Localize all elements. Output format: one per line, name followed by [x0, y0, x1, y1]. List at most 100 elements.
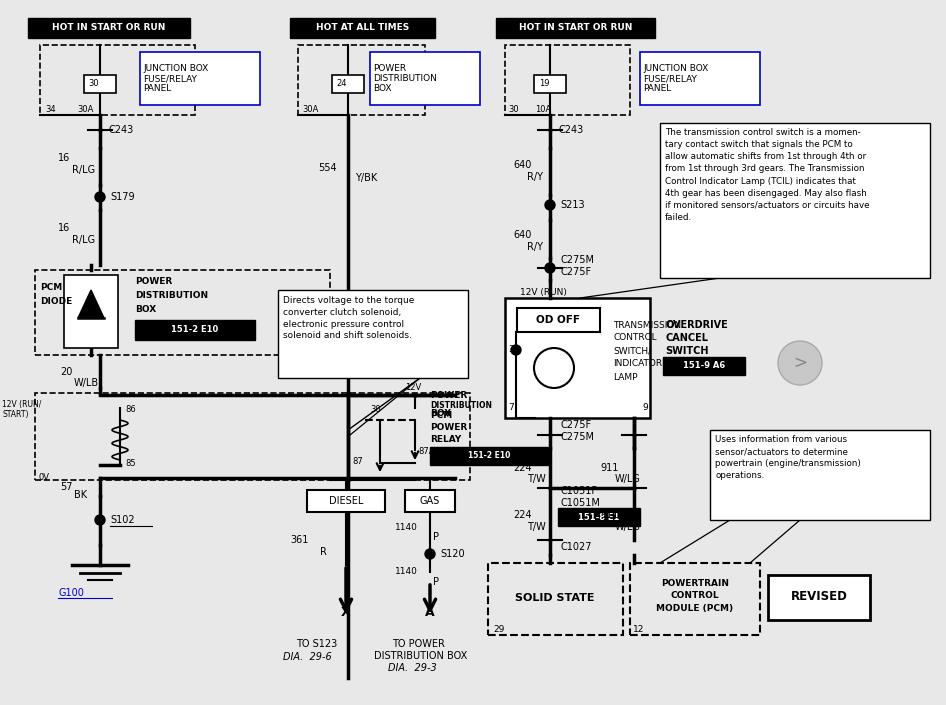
Text: POWER
DISTRIBUTION
BOX: POWER DISTRIBUTION BOX — [373, 63, 437, 93]
Text: DISTRIBUTION: DISTRIBUTION — [430, 400, 492, 410]
Circle shape — [778, 341, 822, 385]
Bar — [370, 52, 480, 105]
Text: C275F: C275F — [560, 267, 591, 277]
Bar — [505, 45, 630, 115]
Text: INDICATOR: INDICATOR — [613, 360, 662, 369]
Text: R/LG: R/LG — [72, 235, 96, 245]
Circle shape — [545, 200, 555, 210]
Text: 640: 640 — [513, 230, 532, 240]
Bar — [660, 123, 930, 278]
Text: DISTRIBUTION: DISTRIBUTION — [135, 290, 208, 300]
Circle shape — [545, 263, 555, 273]
Text: DIODE: DIODE — [40, 298, 72, 307]
Bar — [505, 298, 650, 418]
Text: 57: 57 — [60, 482, 73, 492]
Text: 10A: 10A — [535, 106, 552, 114]
Text: JUNCTION BOX
FUSE/RELAY
PANEL: JUNCTION BOX FUSE/RELAY PANEL — [143, 63, 208, 93]
Text: C1051M: C1051M — [560, 498, 600, 508]
Text: 30: 30 — [508, 106, 518, 114]
Text: 911: 911 — [600, 510, 619, 520]
Text: 85: 85 — [125, 458, 135, 467]
Text: C243: C243 — [108, 125, 133, 135]
Bar — [534, 75, 566, 93]
Text: 24: 24 — [337, 80, 347, 89]
Bar — [290, 18, 435, 38]
Text: START): START) — [2, 410, 28, 419]
Text: 640: 640 — [513, 160, 532, 170]
Text: POWER: POWER — [430, 422, 467, 431]
Text: 12V (RUN): 12V (RUN) — [520, 288, 567, 297]
Text: 16: 16 — [58, 153, 70, 163]
Text: 20: 20 — [60, 367, 73, 377]
Text: POWER: POWER — [135, 276, 172, 286]
Text: Directs voltage to the torque
converter clutch solenoid,
electronic pressure con: Directs voltage to the torque converter … — [283, 296, 414, 341]
Text: R/Y: R/Y — [527, 172, 543, 182]
Text: C275F: C275F — [560, 420, 591, 430]
Text: HOT IN START OR RUN: HOT IN START OR RUN — [518, 23, 632, 32]
Text: OD OFF: OD OFF — [536, 315, 580, 325]
Circle shape — [511, 345, 521, 355]
Bar — [298, 45, 425, 115]
Text: The transmission control switch is a momen-
tary contact switch that signals the: The transmission control switch is a mom… — [665, 128, 869, 222]
Text: S213: S213 — [560, 200, 585, 210]
Text: BK: BK — [74, 490, 87, 500]
Text: CONTROL: CONTROL — [613, 333, 657, 343]
Text: R/Y: R/Y — [527, 242, 543, 252]
Text: 34: 34 — [45, 106, 56, 114]
Text: 361: 361 — [290, 535, 308, 545]
Text: G100: G100 — [58, 588, 84, 598]
Bar — [558, 508, 640, 526]
Text: C243: C243 — [558, 125, 584, 135]
Text: BOX: BOX — [430, 408, 451, 417]
Bar — [140, 52, 260, 105]
Text: DISTRIBUTION BOX: DISTRIBUTION BOX — [374, 651, 467, 661]
Text: W/LG: W/LG — [615, 522, 640, 532]
Text: P: P — [433, 577, 439, 587]
Text: C275M: C275M — [560, 432, 594, 442]
Text: 29: 29 — [493, 625, 504, 634]
Text: 7: 7 — [508, 403, 514, 412]
Bar — [84, 75, 116, 93]
Text: DIA.  29-6: DIA. 29-6 — [283, 652, 332, 662]
Text: 151-2 E10: 151-2 E10 — [171, 326, 219, 334]
Text: CONTROL: CONTROL — [671, 591, 719, 601]
Text: PCM: PCM — [40, 283, 62, 291]
Text: 30A: 30A — [77, 106, 94, 114]
Text: HOT IN START OR RUN: HOT IN START OR RUN — [52, 23, 166, 32]
Text: HOT AT ALL TIMES: HOT AT ALL TIMES — [316, 23, 409, 32]
Text: W/LG: W/LG — [615, 474, 640, 484]
Text: 87: 87 — [352, 458, 362, 467]
Text: OVERDRIVE: OVERDRIVE — [665, 320, 727, 330]
Text: X: X — [342, 606, 351, 620]
Text: C1051F: C1051F — [560, 486, 597, 496]
Text: 12: 12 — [633, 625, 644, 634]
Bar — [28, 18, 190, 38]
Text: BOX: BOX — [135, 305, 156, 314]
Bar — [40, 45, 195, 115]
Text: R/LG: R/LG — [72, 165, 96, 175]
Text: 224: 224 — [513, 510, 532, 520]
Text: DIESEL: DIESEL — [329, 496, 363, 506]
Circle shape — [534, 348, 574, 388]
Text: W/LB: W/LB — [74, 378, 99, 388]
Text: CANCEL: CANCEL — [665, 333, 708, 343]
Circle shape — [425, 549, 435, 559]
Text: 151-2 E10: 151-2 E10 — [468, 451, 510, 460]
Text: 224: 224 — [513, 463, 532, 473]
Text: 911: 911 — [600, 463, 619, 473]
Bar — [405, 490, 455, 512]
Text: 12V: 12V — [405, 384, 421, 393]
Polygon shape — [78, 290, 104, 318]
Text: GAS: GAS — [420, 496, 440, 506]
Text: T/W: T/W — [527, 522, 546, 532]
Text: TO POWER: TO POWER — [392, 639, 445, 649]
Bar — [710, 430, 930, 520]
Text: A: A — [425, 606, 435, 620]
Text: TRANSMISSION: TRANSMISSION — [613, 321, 681, 329]
Text: Y/BK: Y/BK — [355, 173, 377, 183]
Text: T/W: T/W — [527, 474, 546, 484]
Text: SWITCH: SWITCH — [665, 346, 709, 356]
Bar — [35, 393, 470, 480]
Bar — [278, 290, 468, 378]
Text: 0V: 0V — [38, 474, 49, 482]
